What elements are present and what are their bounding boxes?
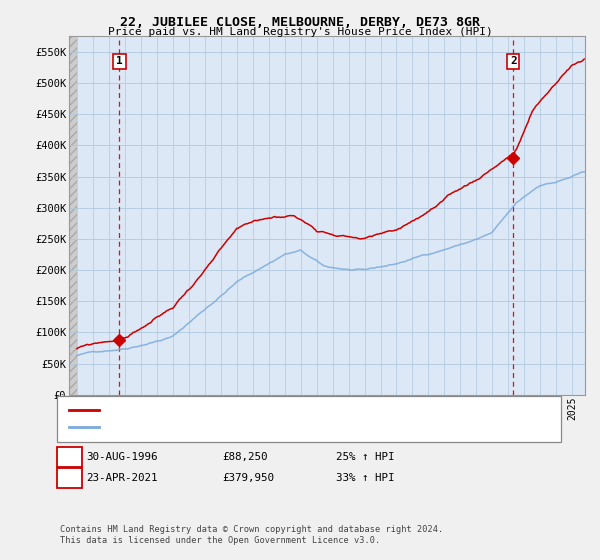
Text: 22, JUBILEE CLOSE, MELBOURNE, DERBY, DE73 8GR (detached house): 22, JUBILEE CLOSE, MELBOURNE, DERBY, DE7… <box>105 405 477 415</box>
Text: Price paid vs. HM Land Registry's House Price Index (HPI): Price paid vs. HM Land Registry's House … <box>107 27 493 38</box>
Polygon shape <box>69 36 77 395</box>
Text: 2: 2 <box>510 57 517 67</box>
Text: 25% ↑ HPI: 25% ↑ HPI <box>336 452 395 462</box>
Text: Contains HM Land Registry data © Crown copyright and database right 2024.
This d: Contains HM Land Registry data © Crown c… <box>60 525 443 545</box>
Text: £88,250: £88,250 <box>222 452 268 462</box>
Text: £379,950: £379,950 <box>222 473 274 483</box>
Text: 2: 2 <box>66 473 73 483</box>
Text: 30-AUG-1996: 30-AUG-1996 <box>86 452 157 462</box>
Text: 22, JUBILEE CLOSE, MELBOURNE, DERBY, DE73 8GR: 22, JUBILEE CLOSE, MELBOURNE, DERBY, DE7… <box>120 16 480 29</box>
Text: 23-APR-2021: 23-APR-2021 <box>86 473 157 483</box>
Text: 1: 1 <box>66 452 73 462</box>
Text: HPI: Average price, detached house, South Derbyshire: HPI: Average price, detached house, Sout… <box>105 422 417 432</box>
Text: 1: 1 <box>116 57 123 67</box>
Text: 33% ↑ HPI: 33% ↑ HPI <box>336 473 395 483</box>
